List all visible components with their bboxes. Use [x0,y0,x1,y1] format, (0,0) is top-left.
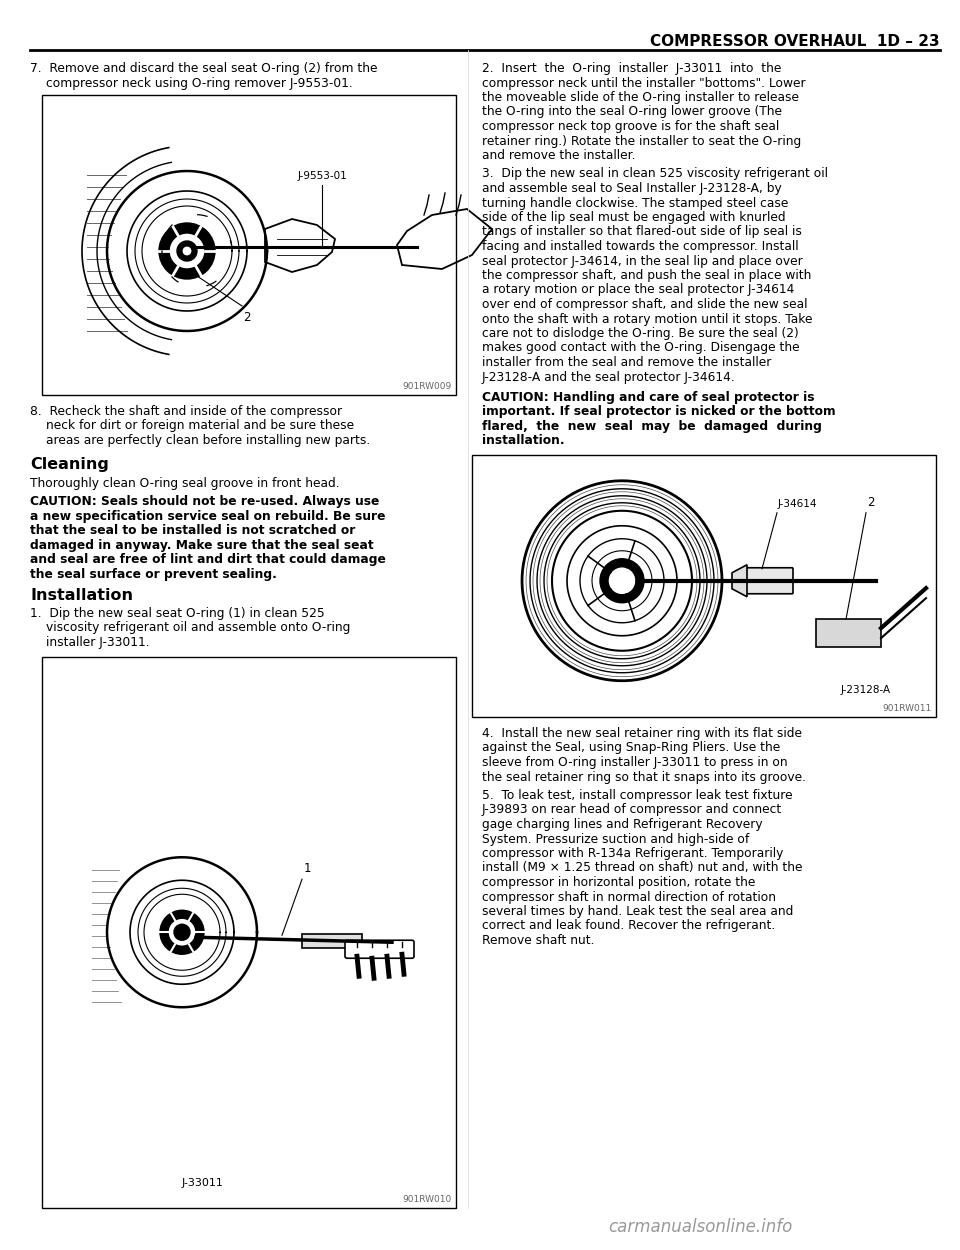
Circle shape [600,559,644,602]
Text: installation.: installation. [482,435,564,447]
Text: against the Seal, using Snap-Ring Pliers. Use the: against the Seal, using Snap-Ring Pliers… [482,741,780,755]
Text: viscosity refrigerant oil and assemble onto O-ring: viscosity refrigerant oil and assemble o… [46,621,350,635]
Circle shape [168,919,196,946]
Bar [816,619,881,648]
Text: 901RW010: 901RW010 [403,1195,452,1204]
Circle shape [608,566,636,595]
Circle shape [174,924,190,940]
Text: J-23128-A: J-23128-A [841,685,891,695]
Text: compressor in horizontal position, rotate the: compressor in horizontal position, rotat… [482,876,756,889]
Circle shape [169,232,205,269]
Text: compressor neck until the installer "bottoms". Lower: compressor neck until the installer "bot… [482,76,805,90]
Text: and remove the installer.: and remove the installer. [482,149,636,162]
Text: 3.  Dip the new seal in clean 525 viscosity refrigerant oil: 3. Dip the new seal in clean 525 viscosi… [482,168,828,180]
Text: 901RW009: 901RW009 [403,382,452,391]
Text: Remove shaft nut.: Remove shaft nut. [482,934,594,948]
Text: side of the lip seal must be engaged with knurled: side of the lip seal must be engaged wit… [482,211,785,224]
Text: the seal retainer ring so that it snaps into its groove.: the seal retainer ring so that it snaps … [482,770,806,784]
Text: over end of compressor shaft, and slide the new seal: over end of compressor shaft, and slide … [482,298,807,311]
Text: important. If seal protector is nicked or the bottom: important. If seal protector is nicked o… [482,405,835,419]
Text: 2.  Insert  the  O-ring  installer  J-33011  into  the: 2. Insert the O-ring installer J-33011 i… [482,62,781,75]
Bar [302,934,362,949]
Text: 901RW011: 901RW011 [883,704,932,712]
Bar [472,455,936,718]
Text: a rotary motion or place the seal protector J-34614: a rotary motion or place the seal protec… [482,284,794,296]
Text: neck for dirt or foreign material and be sure these: neck for dirt or foreign material and be… [46,420,354,432]
Text: Thoroughly clean O-ring seal groove in front head.: Thoroughly clean O-ring seal groove in f… [30,478,340,490]
Text: onto the shaft with a rotary motion until it stops. Take: onto the shaft with a rotary motion unti… [482,312,812,325]
Text: Installation: Installation [30,589,133,604]
Text: 2: 2 [867,496,875,509]
Text: compressor neck using O-ring remover J-9553-01.: compressor neck using O-ring remover J-9… [46,76,352,90]
Text: J-34614: J-34614 [778,499,817,509]
Text: carmanualsonline.info: carmanualsonline.info [608,1218,792,1236]
Text: compressor neck top groove is for the shaft seal: compressor neck top groove is for the sh… [482,120,780,132]
Text: sleeve from O-ring installer J-33011 to press in on: sleeve from O-ring installer J-33011 to … [482,756,787,769]
Text: J-39893 on rear head of compressor and connect: J-39893 on rear head of compressor and c… [482,804,782,816]
Text: 4.  Install the new seal retainer ring with its flat side: 4. Install the new seal retainer ring wi… [482,728,802,740]
Text: installer from the seal and remove the installer: installer from the seal and remove the i… [482,356,772,369]
Text: CAUTION: Handling and care of seal protector is: CAUTION: Handling and care of seal prote… [482,391,814,404]
Text: compressor with R-134a Refrigerant. Temporarily: compressor with R-134a Refrigerant. Temp… [482,848,783,860]
Text: flared,  the  new  seal  may  be  damaged  during: flared, the new seal may be damaged duri… [482,420,822,432]
Text: the seal surface or prevent sealing.: the seal surface or prevent sealing. [30,568,276,581]
Text: retainer ring.) Rotate the installer to seat the O-ring: retainer ring.) Rotate the installer to … [482,135,802,148]
Text: correct and leak found. Recover the refrigerant.: correct and leak found. Recover the refr… [482,920,776,932]
Text: a new specification service seal on rebuild. Be sure: a new specification service seal on rebu… [30,510,386,522]
Text: damaged in anyway. Make sure that the seal seat: damaged in anyway. Make sure that the se… [30,539,373,552]
Text: install (M9 × 1.25 thread on shaft) nut and, with the: install (M9 × 1.25 thread on shaft) nut … [482,861,803,875]
Text: several times by hand. Leak test the seal area and: several times by hand. Leak test the sea… [482,905,793,918]
Text: gage charging lines and Refrigerant Recovery: gage charging lines and Refrigerant Reco… [482,818,762,831]
Text: installer J-33011.: installer J-33011. [46,636,150,649]
Text: and assemble seal to Seal Installer J-23128-A, by: and assemble seal to Seal Installer J-23… [482,182,781,195]
Text: areas are perfectly clean before installing new parts.: areas are perfectly clean before install… [46,434,371,447]
Text: the O-ring into the seal O-ring lower groove (The: the O-ring into the seal O-ring lower gr… [482,105,782,119]
FancyBboxPatch shape [746,568,793,594]
Text: 7.  Remove and discard the seal seat O-ring (2) from the: 7. Remove and discard the seal seat O-ri… [30,62,377,75]
Text: 1.  Dip the new seal seat O-ring (1) in clean 525: 1. Dip the new seal seat O-ring (1) in c… [30,608,324,620]
Text: turning handle clockwise. The stamped steel case: turning handle clockwise. The stamped st… [482,196,788,210]
Text: System. Pressurize suction and high-side of: System. Pressurize suction and high-side… [482,832,749,845]
Circle shape [160,910,204,954]
FancyBboxPatch shape [345,940,414,959]
Text: that the seal to be installed is not scratched or: that the seal to be installed is not scr… [30,525,355,538]
Circle shape [177,241,197,261]
Circle shape [182,246,192,256]
Text: 1: 1 [303,862,311,875]
Text: 2: 2 [243,311,251,324]
Circle shape [159,222,215,279]
Text: makes good contact with the O-ring. Disengage the: makes good contact with the O-ring. Dise… [482,341,800,355]
Text: J-9553-01: J-9553-01 [298,171,347,181]
Text: CAUTION: Seals should not be re-used. Always use: CAUTION: Seals should not be re-used. Al… [30,495,379,509]
Text: J-23128-A and the seal protector J-34614.: J-23128-A and the seal protector J-34614… [482,370,735,384]
Text: care not to dislodge the O-ring. Be sure the seal (2): care not to dislodge the O-ring. Be sure… [482,328,799,340]
Text: COMPRESSOR OVERHAUL  1D – 23: COMPRESSOR OVERHAUL 1D – 23 [650,35,940,50]
Text: 5.  To leak test, install compressor leak test fixture: 5. To leak test, install compressor leak… [482,789,793,802]
Text: facing and installed towards the compressor. Install: facing and installed towards the compres… [482,240,799,252]
Text: the compressor shaft, and push the seal in place with: the compressor shaft, and push the seal … [482,269,811,282]
Text: and seal are free of lint and dirt that could damage: and seal are free of lint and dirt that … [30,554,386,566]
Text: the moveable slide of the O-ring installer to release: the moveable slide of the O-ring install… [482,91,799,104]
Polygon shape [732,565,747,596]
Text: seal protector J-34614, in the seal lip and place over: seal protector J-34614, in the seal lip … [482,255,803,268]
Text: compressor shaft in normal direction of rotation: compressor shaft in normal direction of … [482,890,776,904]
Bar [42,95,456,395]
Text: tangs of installer so that flared-out side of lip seal is: tangs of installer so that flared-out si… [482,225,802,239]
Text: 8.  Recheck the shaft and inside of the compressor: 8. Recheck the shaft and inside of the c… [30,405,342,418]
Text: Cleaning: Cleaning [30,456,108,471]
Text: J-33011: J-33011 [181,1178,223,1188]
Bar [0,0,960,50]
Bar [42,656,456,1208]
